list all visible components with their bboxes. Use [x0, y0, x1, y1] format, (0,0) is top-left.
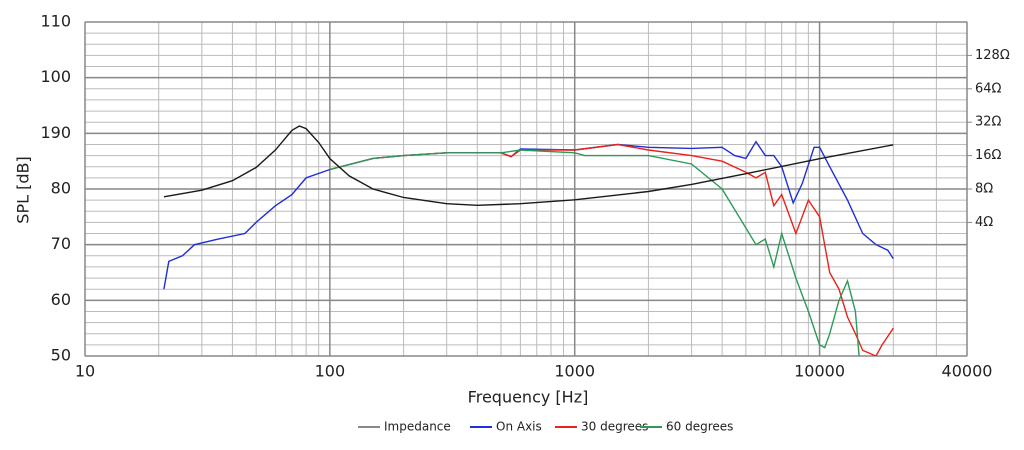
y2-tick-label: 4Ω: [975, 215, 993, 230]
y2-tick-label: 32Ω: [975, 115, 1002, 130]
y-tick-label: 70: [51, 234, 71, 253]
series-line: [163, 125, 894, 207]
y2-tick-label: 128Ω: [975, 48, 1010, 63]
legend-label: 60 degrees: [666, 420, 733, 434]
y-tick-label: 80: [51, 179, 71, 198]
y-tick-label: 190: [40, 123, 71, 142]
legend-label: On Axis: [496, 420, 542, 434]
series-line: [329, 149, 860, 356]
y-tick-label: 110: [40, 12, 71, 31]
series-line: [329, 143, 894, 356]
legend-label: Impedance: [384, 420, 451, 434]
y2-tick-label: 8Ω: [975, 182, 993, 197]
y2-tick-label: 16Ω: [975, 148, 1002, 163]
y-tick-label: 100: [40, 67, 71, 86]
y-tick-label: 60: [51, 290, 71, 309]
y-tick-label: 50: [51, 346, 71, 365]
x-tick-label: 40000: [942, 362, 993, 381]
x-tick-label: 100: [315, 362, 346, 381]
series-line: [163, 140, 894, 290]
x-tick-label: 10000: [794, 362, 845, 381]
x-tick-label: 10: [75, 362, 95, 381]
y2-tick-label: 64Ω: [975, 81, 1002, 96]
x-axis-label: Frequency [Hz]: [468, 388, 589, 407]
y-axis-label: SPL [dB]: [14, 156, 33, 223]
x-tick-label: 1000: [554, 362, 595, 381]
legend-label: 30 degrees: [581, 420, 648, 434]
